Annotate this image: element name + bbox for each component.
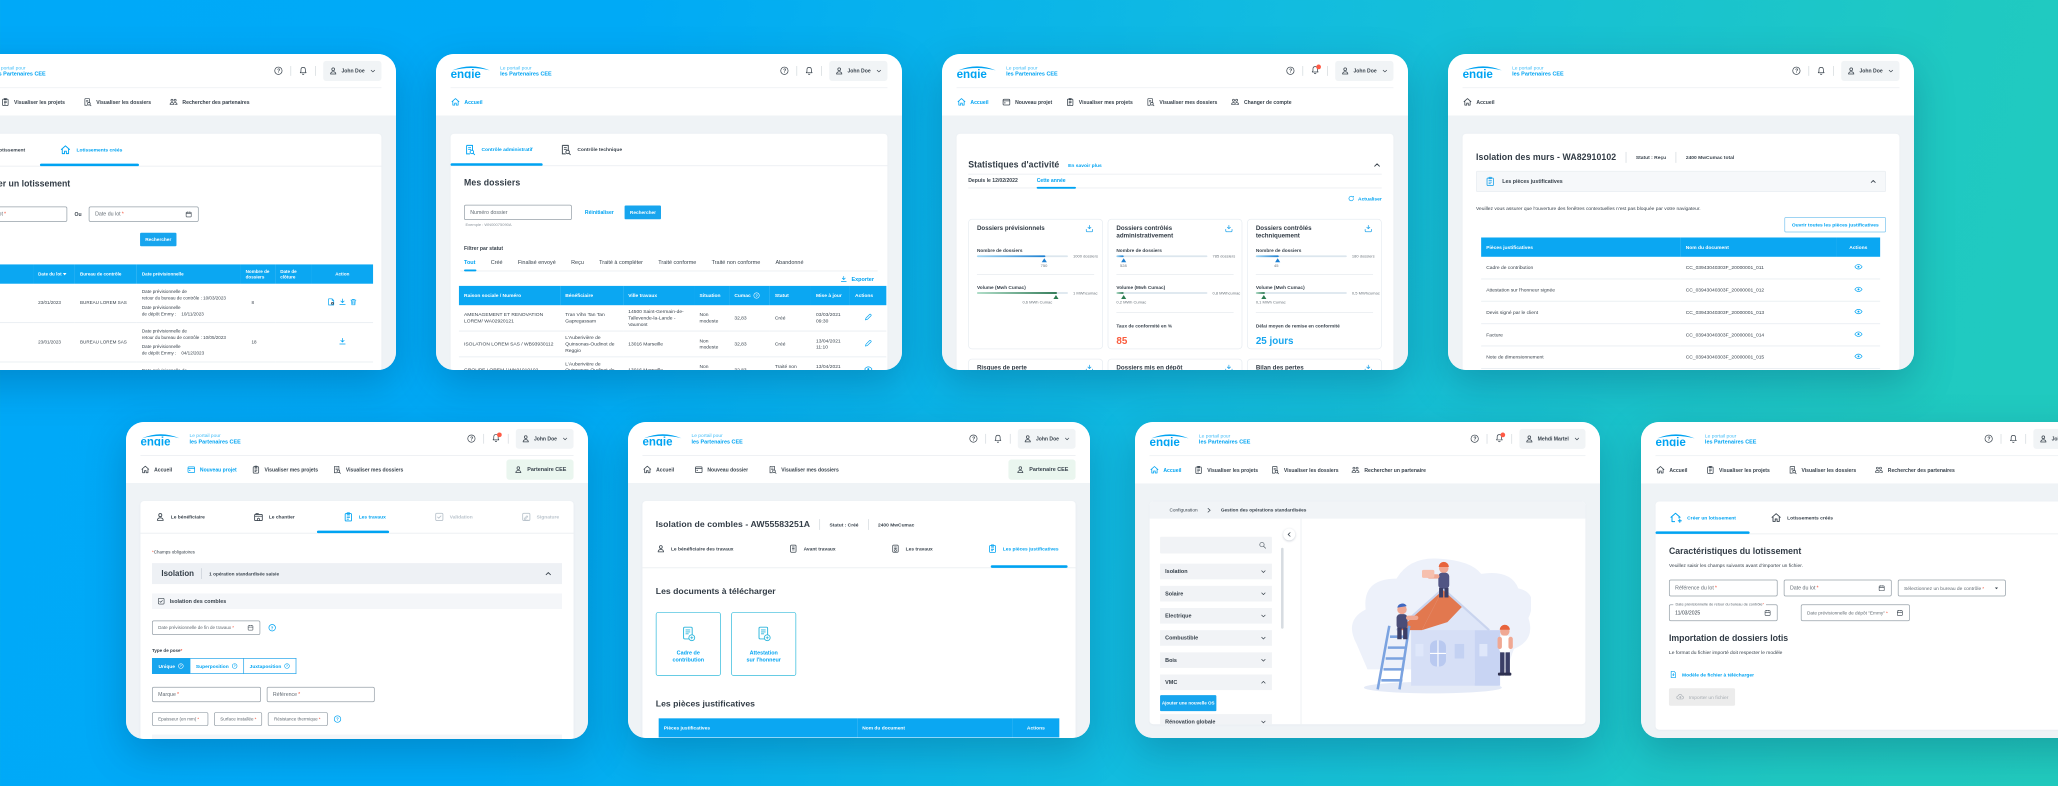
svg-text:?: ? [756, 294, 759, 298]
svg-text:?: ? [180, 664, 182, 668]
svg-text:?: ? [336, 717, 339, 722]
svg-text:?: ? [286, 664, 288, 668]
svg-text:?: ? [271, 625, 274, 630]
svg-text:?: ? [234, 664, 236, 668]
